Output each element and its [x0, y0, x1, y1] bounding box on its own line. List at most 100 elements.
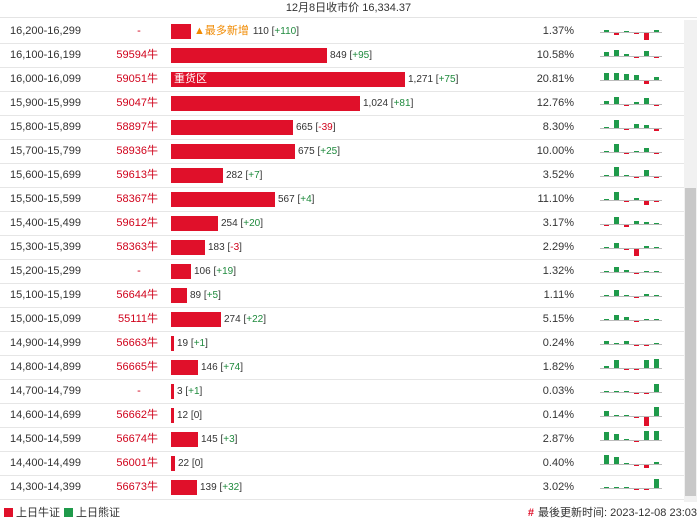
mini-history-chart [600, 238, 662, 258]
mini-chart-bar [624, 341, 629, 344]
price-range: 15,500-15,599 [10, 193, 81, 205]
cbbc-code[interactable]: 56662牛 [116, 409, 158, 421]
mini-chart-bar [654, 431, 659, 440]
price-range: 14,700-14,799 [10, 385, 81, 397]
cbbc-code[interactable]: 58936牛 [116, 145, 158, 157]
cbbc-code[interactable]: 58363牛 [116, 241, 158, 253]
mini-chart-bar [614, 315, 619, 320]
count-number: 110 [252, 26, 269, 37]
legend-bull: 上日牛证 [4, 503, 60, 523]
hash-icon: # [527, 507, 535, 519]
cbbc-code[interactable]: 59613牛 [116, 169, 158, 181]
mini-chart-baseline [600, 80, 662, 81]
count-value: 675 [+25] [298, 146, 340, 157]
table-row: 15,600-15,699 59613牛 282 [+7] 3.52% [0, 164, 684, 188]
mini-chart-bar [644, 81, 649, 84]
mini-chart-bar [604, 199, 609, 200]
price-range: 15,700-15,799 [10, 145, 81, 157]
mini-history-chart [600, 358, 662, 378]
mini-history-chart [600, 478, 662, 498]
mini-chart-bar [624, 415, 629, 416]
price-range: 15,200-15,299 [10, 265, 81, 277]
most-new-tag: ▲最多新增 [194, 25, 249, 37]
count-bar [171, 480, 197, 495]
cbbc-code[interactable]: 56674牛 [116, 433, 158, 445]
mini-chart-baseline [600, 224, 662, 225]
count-number: 254 [221, 218, 238, 229]
scrollbar[interactable] [684, 20, 697, 502]
percentage: 1.32% [542, 265, 574, 277]
count-number: 145 [201, 434, 218, 445]
last-updated-text: 最後更新时间: 2023-12-08 23:03 [538, 507, 697, 519]
price-range: 14,300-14,399 [10, 481, 81, 493]
price-range: 16,100-16,199 [10, 49, 81, 61]
mini-chart-bar [614, 120, 619, 128]
cbbc-code[interactable]: 59051牛 [116, 73, 158, 85]
cbbc-code[interactable]: 56665牛 [116, 361, 158, 373]
mini-chart-bar [654, 177, 659, 178]
mini-chart-bar [644, 201, 649, 205]
cbbc-code[interactable]: 59612牛 [116, 217, 158, 229]
count-value: 849 [+95] [330, 50, 372, 61]
mini-history-chart [600, 142, 662, 162]
mini-chart-bar [604, 101, 609, 104]
count-change: +3 [223, 434, 235, 445]
count-number: 139 [200, 482, 217, 493]
mini-history-chart [600, 46, 662, 66]
price-range: 15,400-15,499 [10, 217, 81, 229]
mini-chart-bar [634, 33, 639, 34]
mini-chart-bar [634, 393, 639, 394]
scrollbar-thumb[interactable] [685, 188, 696, 496]
price-range: 14,500-14,599 [10, 433, 81, 445]
percentage: 20.81% [536, 73, 574, 85]
mini-history-chart [600, 262, 662, 282]
mini-history-chart [600, 430, 662, 450]
count-value: 274 [+22] [224, 314, 266, 325]
count-change: +4 [300, 194, 312, 205]
cbbc-code[interactable]: 59047牛 [116, 97, 158, 109]
mini-chart-bar [634, 465, 639, 466]
table-row: 15,300-15,399 58363牛 183 [-3] 2.29% [0, 236, 684, 260]
cbbc-code[interactable]: 58897牛 [116, 121, 158, 133]
cbbc-code[interactable]: 56001牛 [116, 457, 158, 469]
count-bar [171, 48, 327, 63]
mini-history-chart [600, 118, 662, 138]
cbbc-code[interactable]: 59594牛 [116, 49, 158, 61]
mini-chart-bar [604, 175, 609, 176]
count-number: 89 [190, 290, 202, 301]
cbbc-code[interactable]: 58367牛 [116, 193, 158, 205]
percentage: 8.30% [542, 121, 574, 133]
mini-chart-bar [614, 167, 619, 176]
mini-chart-bar [644, 489, 649, 490]
mini-history-chart [600, 406, 662, 426]
mini-chart-bar [644, 51, 649, 56]
mini-chart-bar [624, 391, 629, 392]
table-row: 14,900-14,999 56663牛 19 [+1] 0.24% [0, 332, 684, 356]
mini-chart-bar [614, 73, 619, 80]
percentage: 10.00% [536, 145, 574, 157]
footer: 上日牛证 上日熊证 # 最後更新时间: 2023-12-08 23:03 [0, 503, 697, 524]
count-value: 145 [+3] [201, 434, 238, 445]
count-bar [171, 312, 221, 327]
mini-chart-bar [624, 129, 629, 130]
mini-history-chart [600, 190, 662, 210]
mini-history-chart [600, 286, 662, 306]
count-bar [171, 144, 295, 159]
heavy-zone-label: 重货区 [174, 73, 207, 85]
cbbc-code[interactable]: 56663牛 [116, 337, 158, 349]
cbbc-code[interactable]: 55111牛 [118, 313, 158, 325]
count-value: 3 [+1] [177, 386, 203, 397]
mini-chart-bar [654, 359, 659, 368]
cbbc-code[interactable]: 56644牛 [116, 289, 158, 301]
count-change: +95 [352, 50, 370, 61]
count-change: +7 [248, 170, 260, 181]
mini-chart-bar [654, 105, 659, 106]
count-number: 274 [224, 314, 241, 325]
percentage: 10.58% [536, 49, 574, 61]
cbbc-code[interactable]: 56673牛 [116, 481, 158, 493]
count-bar [171, 384, 174, 399]
mini-chart-bar [604, 487, 609, 488]
mini-chart-bar [634, 417, 639, 418]
mini-chart-bar [604, 391, 609, 392]
count-number: 567 [278, 194, 295, 205]
